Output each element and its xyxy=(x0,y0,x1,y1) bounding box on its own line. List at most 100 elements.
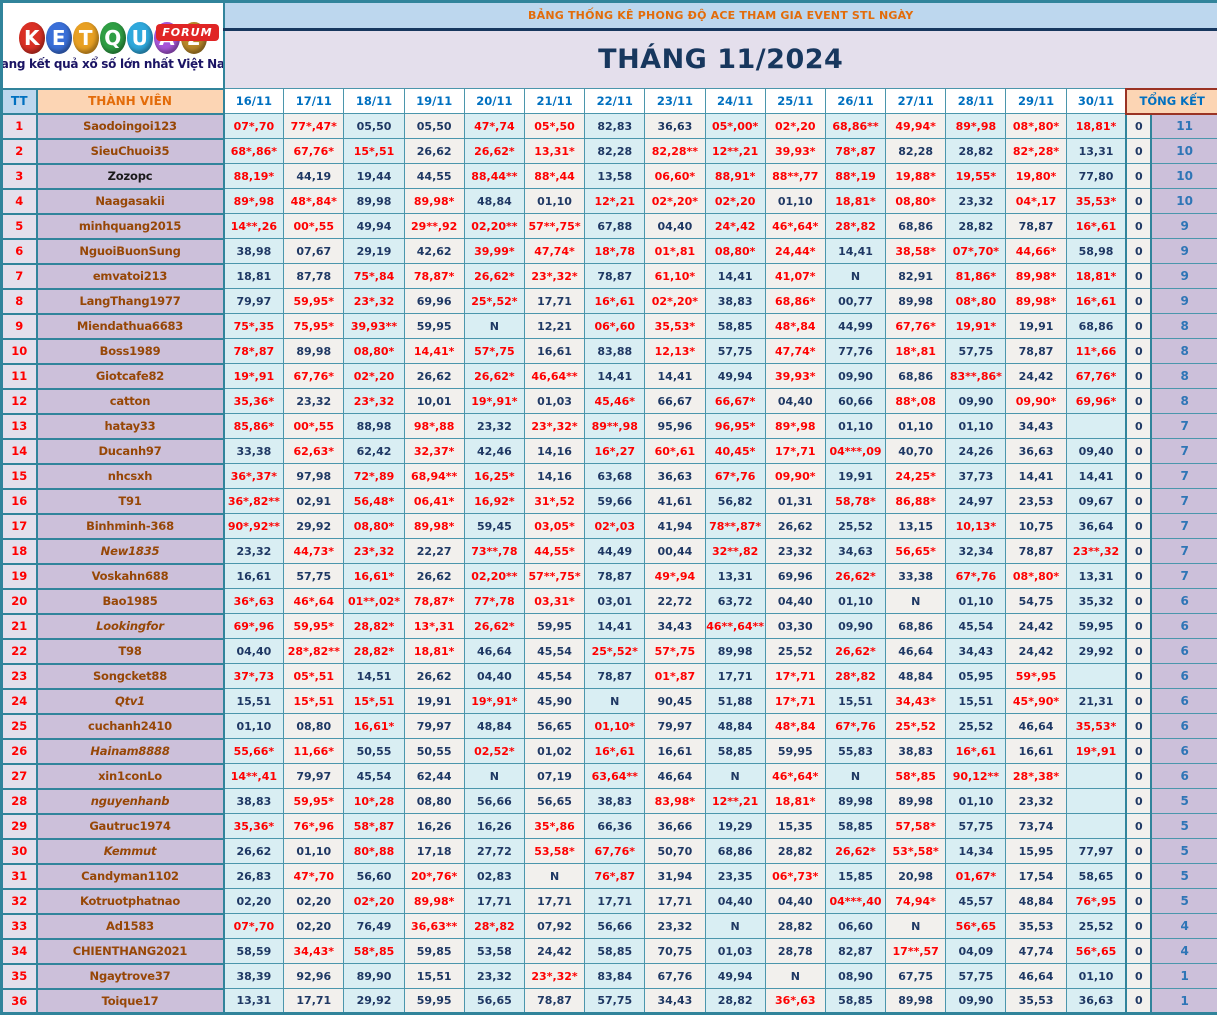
zero-cell: 0 xyxy=(1125,113,1152,139)
score-cell: 34,43 xyxy=(945,638,1007,664)
score-cell: 15*,51 xyxy=(343,688,405,714)
zero-cell: 0 xyxy=(1125,363,1152,389)
score-cell: 45,90 xyxy=(523,688,586,714)
score-cell: 14,41* xyxy=(403,338,465,364)
score-cell: 39,99* xyxy=(463,238,525,264)
score-cell: 28*,82 xyxy=(463,913,525,939)
member-row: 27 xin1conLo 14**,41 79,97 45,54 62,44 N 07,19 6… xyxy=(0,762,1217,790)
row-number-cell: 7 xyxy=(0,262,38,290)
score-cell: 28,78 xyxy=(764,938,826,964)
member-row: 18 New1835 23,32 44,73* 23*,32 22,27 73**,78 44… xyxy=(0,537,1217,565)
score-cell: 26,62* xyxy=(463,138,525,164)
col-header-date: 16/11 xyxy=(223,88,285,114)
score-cell: 38,58* xyxy=(885,238,947,264)
score-cell: 17,18 xyxy=(403,838,465,864)
zero-cell: 0 xyxy=(1125,938,1152,964)
score-cell: 09,90 xyxy=(824,363,887,389)
score-cell: 78,87 xyxy=(584,263,646,289)
score-cell: 41,61 xyxy=(644,488,706,514)
total-cell: 8 xyxy=(1150,388,1217,414)
score-cell: 77*,78 xyxy=(463,588,525,614)
score-cell: 88*,44 xyxy=(523,163,586,189)
score-cell: 08,80 xyxy=(283,713,345,739)
score-cell: 78*,87 xyxy=(223,338,285,364)
score-cell: 24,25* xyxy=(885,463,947,489)
score-cell: 28,82 xyxy=(764,913,826,939)
score-cell: 57**,75* xyxy=(523,213,586,239)
member-name-cell: Giotcafe82 xyxy=(35,362,225,390)
month-title: THÁNG 11/2024 xyxy=(223,29,1217,89)
score-cell: 26,62 xyxy=(403,563,465,589)
score-cell: 78,87 xyxy=(1005,538,1067,564)
score-cell: 19,88* xyxy=(885,163,947,189)
score-cell: 68,86** xyxy=(824,113,887,139)
score-cell: 67*,76 xyxy=(824,713,887,739)
score-cell: 26,62* xyxy=(824,563,887,589)
score-cell: 67,88 xyxy=(584,213,646,239)
zero-cell: 0 xyxy=(1125,788,1152,814)
score-cell: 09,90* xyxy=(1005,388,1067,414)
score-cell: 36*,63 xyxy=(223,588,285,614)
member-name-cell: Songcket88 xyxy=(35,662,225,690)
score-cell: 28*,38* xyxy=(1005,763,1067,789)
score-cell: 06*,73* xyxy=(764,863,826,889)
score-cell: 38,83 xyxy=(704,288,766,314)
score-cell: 46,64** xyxy=(523,363,586,389)
score-cell: 41,07* xyxy=(764,263,826,289)
score-cell: 78,87 xyxy=(1005,213,1067,239)
score-cell: 78,87 xyxy=(1005,338,1067,364)
score-cell: 08,80* xyxy=(343,338,405,364)
total-cell: 4 xyxy=(1150,938,1217,964)
score-cell: 56,65 xyxy=(523,788,586,814)
total-cell: 5 xyxy=(1150,788,1217,814)
score-cell: 56,65* xyxy=(885,538,947,564)
score-cell: 14,41 xyxy=(644,363,706,389)
score-cell: 01,10 xyxy=(223,713,285,739)
score-cell: 15,35 xyxy=(764,813,826,839)
member-name-cell: Kemmut xyxy=(35,837,225,865)
score-cell: 34,43 xyxy=(1005,413,1067,439)
score-cell: 13,31 xyxy=(1065,563,1127,589)
score-cell: N xyxy=(704,763,766,789)
score-cell: 09,90 xyxy=(824,613,887,639)
member-row: 17 Binhminh-368 90*,92** 29,92 08,80* 89,98* 5… xyxy=(0,512,1217,540)
row-number-cell: 33 xyxy=(0,912,38,940)
score-cell: 45,46* xyxy=(584,388,646,414)
score-cell: 15,51 xyxy=(824,688,887,714)
score-cell: 57,58* xyxy=(885,813,947,839)
col-header-date: 18/11 xyxy=(343,88,405,114)
score-cell: 83,98* xyxy=(644,788,706,814)
member-name-cell: NguoiBuonSung xyxy=(35,237,225,265)
score-cell: 25,52 xyxy=(824,513,887,539)
banner-title: BẢNG THỐNG KÊ PHONG ĐỘ ACE THAM GIA EVEN… xyxy=(223,1,1217,31)
score-cell: 57,75 xyxy=(283,563,345,589)
score-cell: 14,41 xyxy=(584,613,646,639)
score-cell: 17,54 xyxy=(1005,863,1067,889)
score-cell: 92,96 xyxy=(283,963,345,989)
score-cell: 16,61 xyxy=(223,563,285,589)
score-cell: 50,55 xyxy=(343,738,405,764)
score-cell: 67,76* xyxy=(584,838,646,864)
score-cell: 15*,51 xyxy=(343,138,405,164)
score-cell: 78*,87 xyxy=(824,138,887,164)
member-row: 5 minhquang2015 14**,26 00*,55 49,94 29**,92 0… xyxy=(0,212,1217,240)
score-cell: 89,98 xyxy=(283,338,345,364)
total-cell: 6 xyxy=(1150,638,1217,664)
score-cell: 04,40 xyxy=(463,663,525,689)
row-number-cell: 19 xyxy=(0,562,38,590)
score-cell: N xyxy=(523,863,586,889)
zero-cell: 0 xyxy=(1125,438,1152,464)
score-cell: 58*,87 xyxy=(343,813,405,839)
score-cell: 73**,78 xyxy=(463,538,525,564)
row-number-cell: 24 xyxy=(0,687,38,715)
score-cell: 23,32 xyxy=(644,913,706,939)
score-cell: 58,85 xyxy=(824,988,887,1014)
score-cell: 67,75 xyxy=(885,963,947,989)
score-cell: 14,41 xyxy=(824,238,887,264)
score-cell: 08*,80* xyxy=(1005,113,1067,139)
score-cell: 05*,51 xyxy=(283,663,345,689)
score-cell: 02,91 xyxy=(283,488,345,514)
score-cell: 83**,86* xyxy=(945,363,1007,389)
score-cell: 78,87* xyxy=(403,588,465,614)
